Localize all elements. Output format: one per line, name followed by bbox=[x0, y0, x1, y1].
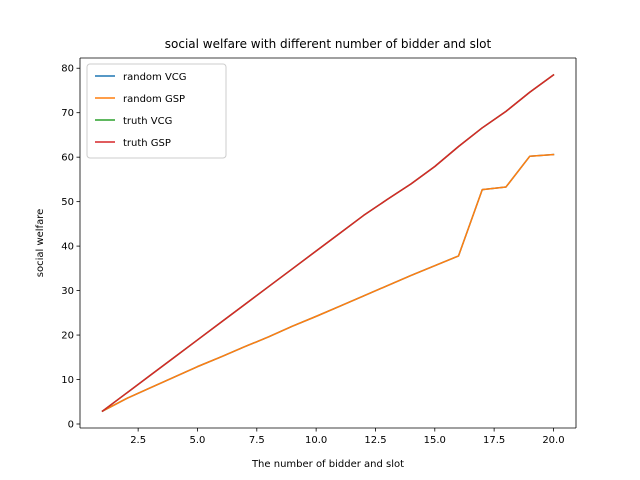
y-tick-label: 20 bbox=[61, 331, 74, 342]
legend-label: truth GSP bbox=[123, 138, 171, 149]
legend-label: random VCG bbox=[123, 72, 187, 83]
x-tick-label: 20.0 bbox=[542, 435, 564, 446]
series-line-truth-gsp bbox=[101, 73, 555, 413]
x-tick-label: 7.5 bbox=[249, 435, 265, 446]
y-tick-label: 70 bbox=[61, 108, 74, 119]
x-tick-label: 17.5 bbox=[483, 435, 505, 446]
ticks-layer: 2.5 5.0 7.5 10.0 12.5 15.0 17.5 20.0 0 10 20 30 40 50… bbox=[61, 64, 564, 446]
legend-label: random GSP bbox=[123, 94, 185, 105]
y-tick-label: 50 bbox=[61, 197, 74, 208]
legend-label: truth VCG bbox=[123, 116, 172, 127]
x-tick-label: 12.5 bbox=[364, 435, 386, 446]
axes-layer bbox=[79, 57, 577, 429]
y-tick-label: 40 bbox=[61, 242, 74, 253]
series-line-random-gsp bbox=[101, 153, 555, 413]
y-tick-label: 0 bbox=[68, 419, 74, 430]
y-tick-label: 60 bbox=[61, 153, 74, 164]
legend-box bbox=[86, 63, 227, 159]
y-tick-label: 80 bbox=[61, 64, 74, 75]
x-tick-label: 10.0 bbox=[305, 435, 327, 446]
series-layer bbox=[101, 73, 555, 413]
x-tick-label: 5.0 bbox=[190, 435, 206, 446]
x-tick-label: 15.0 bbox=[424, 435, 446, 446]
chart-title: social welfare with different number of … bbox=[165, 37, 492, 51]
legend: random VCG random GSP truth VCG truth GSP bbox=[86, 63, 227, 159]
y-tick-label: 30 bbox=[61, 286, 74, 297]
y-tick-label: 10 bbox=[61, 375, 74, 386]
x-axis-label: The number of bidder and slot bbox=[251, 459, 404, 470]
y-axis-label: social welfare bbox=[35, 209, 46, 278]
x-tick-label: 2.5 bbox=[130, 435, 146, 446]
